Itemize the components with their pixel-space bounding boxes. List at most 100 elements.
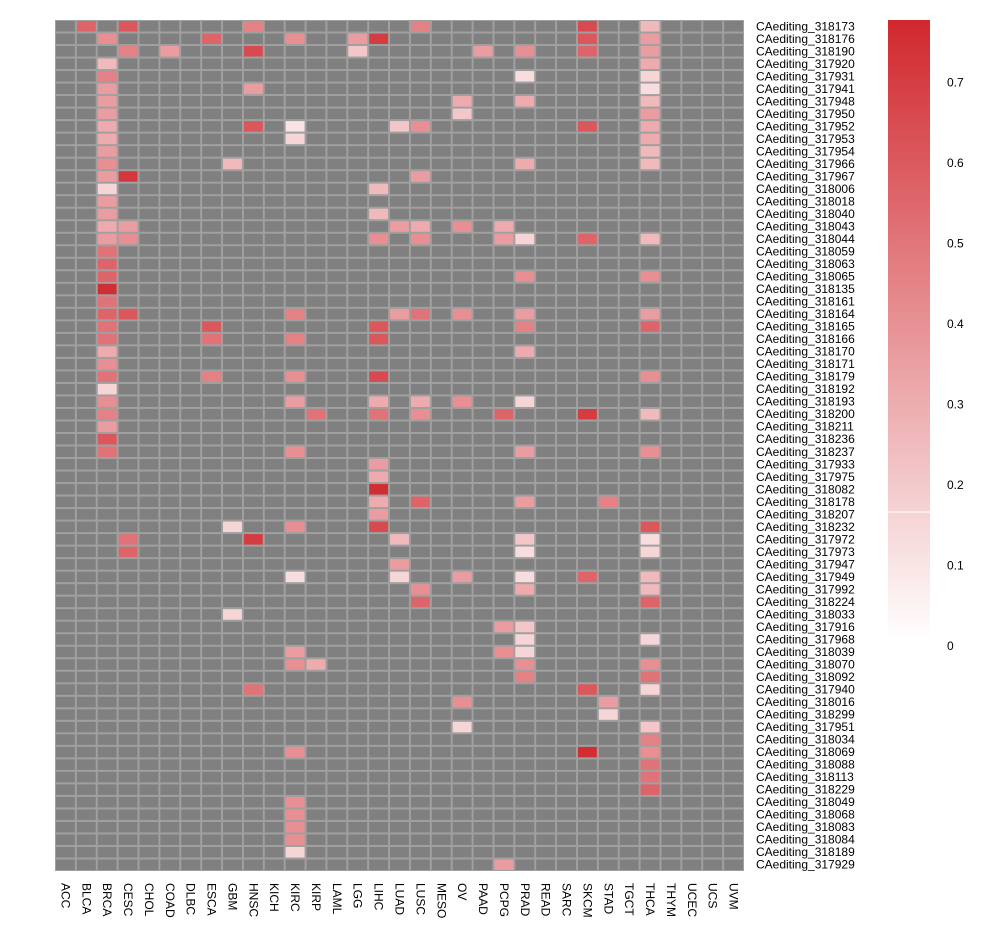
heatmap-cell: [410, 183, 430, 195]
heatmap-cell: [243, 221, 263, 232]
heatmap-cell: [640, 571, 660, 583]
heatmap-cell: [473, 859, 493, 870]
heatmap-cell: [118, 308, 138, 320]
heatmap-cell: [76, 308, 96, 320]
row-label: CAediting_317941: [756, 82, 855, 96]
heatmap-cell: [202, 83, 222, 95]
heatmap-cell: [390, 333, 409, 345]
heatmap-cell: [243, 534, 263, 545]
heatmap-cell: [56, 771, 75, 783]
heatmap-cell: [473, 383, 493, 395]
heatmap-cell: [306, 534, 326, 545]
heatmap-cell: [285, 471, 305, 483]
heatmap-cell: [118, 196, 138, 207]
heatmap-cell: [557, 746, 576, 758]
heatmap-cell: [577, 671, 597, 683]
heatmap-cell: [473, 721, 493, 733]
heatmap-cell: [285, 484, 305, 495]
heatmap-cell: [348, 771, 368, 783]
heatmap-cell: [619, 433, 639, 445]
row-label: CAediting_318190: [756, 44, 855, 58]
heatmap-cell: [536, 734, 556, 745]
heatmap-cell: [536, 446, 556, 458]
heatmap-cell: [181, 646, 201, 658]
heatmap-cell: [703, 509, 723, 520]
heatmap-cell: [661, 609, 681, 620]
heatmap-cell: [410, 21, 430, 32]
heatmap-cell: [703, 158, 723, 170]
heatmap-cell: [160, 559, 180, 570]
heatmap-cell: [223, 221, 242, 232]
heatmap-cell: [390, 796, 409, 808]
heatmap-cell: [243, 271, 263, 282]
heatmap-cell: [118, 784, 138, 795]
heatmap-cell: [327, 83, 347, 95]
heatmap-cell: [327, 108, 347, 120]
heatmap-cell: [327, 621, 347, 633]
heatmap-cell: [557, 346, 576, 357]
heatmap-cell: [536, 821, 556, 833]
heatmap-cell: [724, 171, 743, 182]
heatmap-cell: [598, 146, 618, 157]
heatmap-cell: [264, 271, 284, 282]
heatmap-cell: [139, 646, 159, 658]
heatmap-cell: [577, 146, 597, 157]
heatmap-cell: [139, 721, 159, 733]
column-label: UCEC: [685, 883, 699, 917]
heatmap-cell: [515, 158, 535, 170]
heatmap-cell: [682, 796, 702, 808]
heatmap-cell: [640, 171, 660, 182]
heatmap-cell: [327, 183, 347, 195]
heatmap-cell: [703, 221, 723, 232]
heatmap-cell: [76, 296, 96, 307]
heatmap-cell: [724, 596, 743, 608]
heatmap-cell: [724, 321, 743, 332]
heatmap-cell: [619, 509, 639, 520]
heatmap-cell: [285, 596, 305, 608]
heatmap-cell: [703, 283, 723, 295]
heatmap-cell: [243, 796, 263, 808]
heatmap-cell: [557, 771, 576, 783]
heatmap-cell: [577, 308, 597, 320]
heatmap-cell: [452, 684, 472, 695]
heatmap-cell: [181, 809, 201, 820]
heatmap-cell: [640, 509, 660, 520]
heatmap-cell: [285, 609, 305, 620]
heatmap-cell: [577, 71, 597, 82]
heatmap-cell: [285, 71, 305, 82]
heatmap-cell: [577, 746, 597, 758]
heatmap-cell: [264, 333, 284, 345]
heatmap-cell: [703, 784, 723, 795]
heatmap-cell: [118, 408, 138, 420]
heatmap-cell: [243, 559, 263, 570]
row-label: CAediting_317929: [756, 858, 855, 872]
heatmap-cell: [243, 784, 263, 795]
heatmap-cell: [431, 183, 451, 195]
heatmap-cell: [473, 571, 493, 583]
heatmap-cell: [369, 346, 389, 357]
heatmap-cell: [160, 546, 180, 558]
heatmap-cell: [369, 859, 389, 870]
heatmap-cell: [76, 596, 96, 608]
heatmap-cell: [724, 621, 743, 633]
heatmap-cell: [118, 459, 138, 470]
heatmap-cell: [619, 258, 639, 270]
heatmap-cell: [598, 421, 618, 432]
heatmap-cell: [306, 108, 326, 120]
heatmap-cell: [160, 46, 180, 57]
row-label: CAediting_317968: [756, 632, 855, 646]
heatmap-cell: [682, 71, 702, 82]
heatmap-cell: [431, 383, 451, 395]
heatmap-cell: [327, 646, 347, 658]
heatmap-cell: [431, 433, 451, 445]
heatmap-cell: [640, 346, 660, 357]
heatmap-cell: [97, 333, 117, 345]
heatmap-cell: [264, 383, 284, 395]
heatmap-cell: [703, 146, 723, 157]
heatmap-cell: [139, 459, 159, 470]
heatmap-cell: [348, 846, 368, 858]
heatmap-cell: [661, 71, 681, 82]
heatmap-cell: [56, 296, 75, 307]
heatmap-cell: [327, 521, 347, 533]
column-label: DLBC: [184, 883, 198, 915]
